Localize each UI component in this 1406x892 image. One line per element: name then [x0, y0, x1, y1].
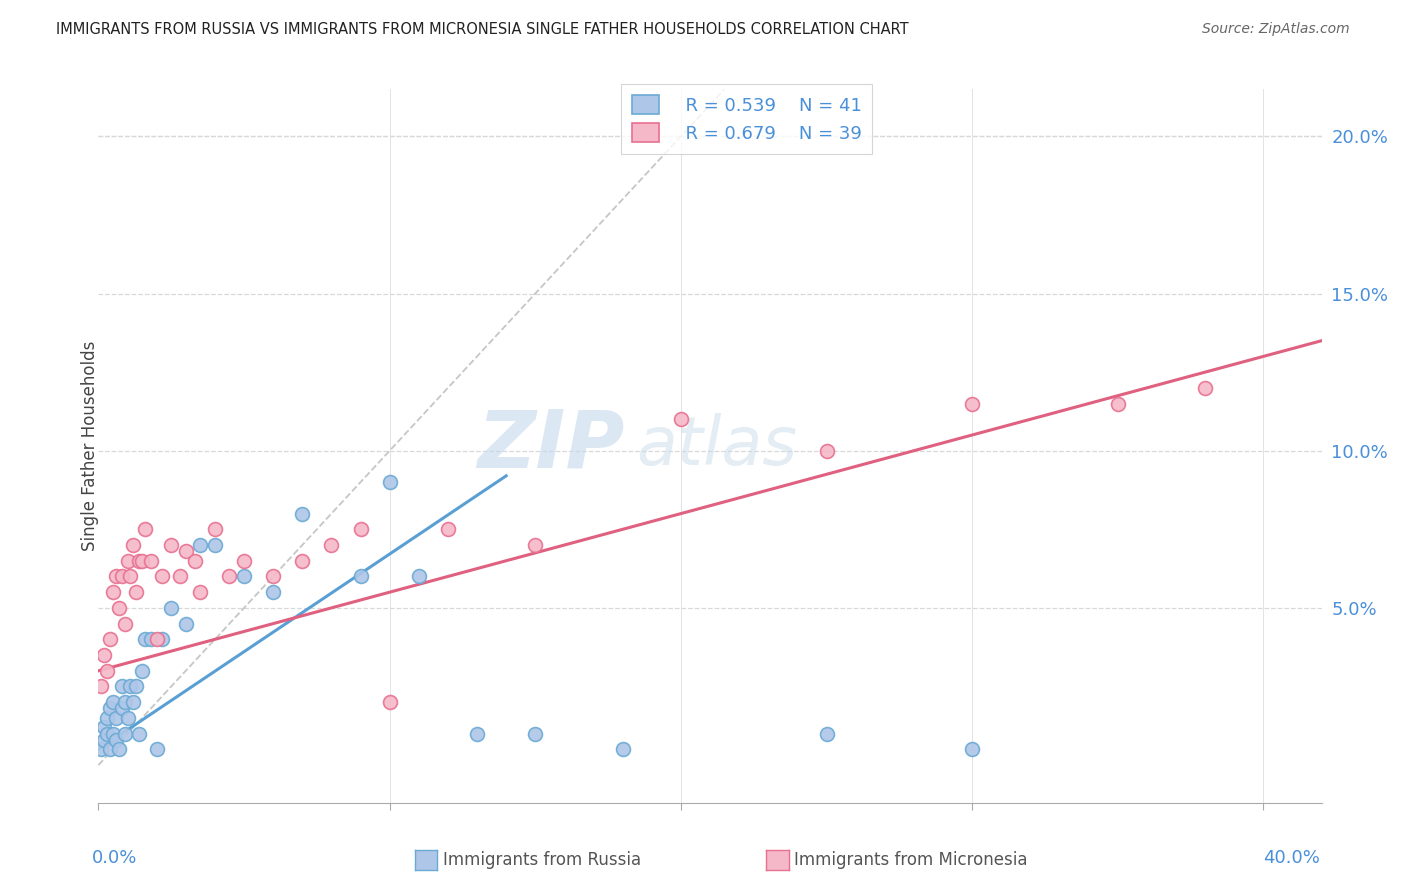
- Point: [117, 554, 139, 568]
- Point: [669, 412, 692, 426]
- Point: [321, 538, 343, 552]
- Point: [145, 632, 167, 647]
- Point: [152, 569, 174, 583]
- Point: [139, 554, 162, 568]
- Point: [104, 569, 127, 583]
- Point: [160, 538, 183, 552]
- Point: [139, 632, 162, 647]
- Point: [114, 726, 136, 740]
- Point: [101, 695, 124, 709]
- Point: [90, 680, 112, 694]
- Point: [188, 585, 212, 599]
- Point: [960, 396, 983, 410]
- Point: [960, 742, 983, 756]
- Point: [233, 554, 256, 568]
- Text: Immigrants from Micronesia: Immigrants from Micronesia: [794, 851, 1028, 869]
- Text: ZIP: ZIP: [477, 407, 624, 485]
- Point: [174, 616, 197, 631]
- Point: [262, 585, 284, 599]
- Point: [117, 711, 139, 725]
- Point: [111, 701, 134, 715]
- Point: [98, 701, 121, 715]
- Point: [262, 569, 284, 583]
- Point: [183, 554, 205, 568]
- Point: [125, 680, 148, 694]
- Point: [437, 522, 460, 536]
- Point: [101, 726, 124, 740]
- Point: [233, 569, 256, 583]
- Point: [93, 720, 115, 734]
- Point: [122, 538, 145, 552]
- Point: [291, 554, 314, 568]
- Point: [408, 569, 430, 583]
- Point: [188, 538, 212, 552]
- Point: [128, 726, 150, 740]
- Point: [114, 695, 136, 709]
- Point: [96, 664, 118, 678]
- Point: [98, 632, 121, 647]
- Point: [349, 569, 371, 583]
- Point: [108, 600, 131, 615]
- Point: [378, 695, 401, 709]
- Text: 40.0%: 40.0%: [1263, 849, 1320, 867]
- Point: [160, 600, 183, 615]
- Point: [90, 742, 112, 756]
- Point: [1194, 381, 1216, 395]
- Point: [134, 522, 156, 536]
- Text: Source: ZipAtlas.com: Source: ZipAtlas.com: [1202, 22, 1350, 37]
- Point: [349, 522, 371, 536]
- Point: [93, 733, 115, 747]
- Point: [98, 742, 121, 756]
- Point: [204, 522, 226, 536]
- Text: 0.0%: 0.0%: [93, 849, 138, 867]
- Point: [120, 569, 142, 583]
- Point: [204, 538, 226, 552]
- Point: [111, 680, 134, 694]
- Point: [93, 648, 115, 662]
- Point: [108, 742, 131, 756]
- Point: [131, 664, 153, 678]
- Point: [134, 632, 156, 647]
- Point: [815, 443, 838, 458]
- Point: [378, 475, 401, 490]
- Point: [169, 569, 191, 583]
- Point: [104, 733, 127, 747]
- Point: [111, 569, 134, 583]
- Point: [1107, 396, 1129, 410]
- Point: [145, 742, 167, 756]
- Point: [218, 569, 240, 583]
- Point: [465, 726, 488, 740]
- Text: IMMIGRANTS FROM RUSSIA VS IMMIGRANTS FROM MICRONESIA SINGLE FATHER HOUSEHOLDS CO: IMMIGRANTS FROM RUSSIA VS IMMIGRANTS FRO…: [56, 22, 908, 37]
- Text: atlas: atlas: [637, 413, 797, 479]
- Text: Immigrants from Russia: Immigrants from Russia: [443, 851, 641, 869]
- Point: [120, 680, 142, 694]
- Point: [291, 507, 314, 521]
- Point: [128, 554, 150, 568]
- Point: [125, 585, 148, 599]
- Point: [612, 742, 634, 756]
- Point: [815, 726, 838, 740]
- Point: [114, 616, 136, 631]
- Point: [174, 544, 197, 558]
- Legend:   R = 0.539    N = 41,   R = 0.679    N = 39: R = 0.539 N = 41, R = 0.679 N = 39: [621, 84, 872, 153]
- Point: [96, 711, 118, 725]
- Point: [122, 695, 145, 709]
- Point: [152, 632, 174, 647]
- Point: [524, 538, 547, 552]
- Point: [96, 726, 118, 740]
- Point: [101, 585, 124, 599]
- Point: [524, 726, 547, 740]
- Y-axis label: Single Father Households: Single Father Households: [82, 341, 98, 551]
- Point: [131, 554, 153, 568]
- Point: [104, 711, 127, 725]
